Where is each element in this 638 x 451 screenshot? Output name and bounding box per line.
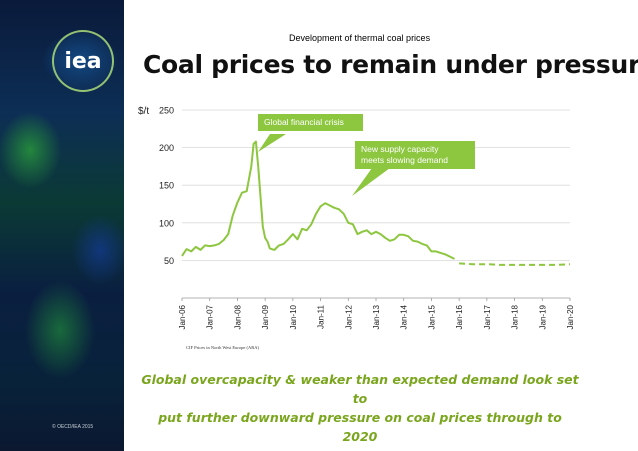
iea-logo: iea bbox=[52, 30, 114, 92]
x-tick-label: Jan-07 bbox=[206, 304, 215, 329]
x-tick-label: Jan-19 bbox=[538, 304, 547, 329]
x-tick-label: Jan-09 bbox=[261, 304, 270, 329]
footer-line: put further downward pressure on coal pr… bbox=[158, 410, 562, 444]
callout-pointer bbox=[258, 134, 286, 152]
x-tick-label: Jan-11 bbox=[317, 304, 326, 328]
x-tick-label: Jan-18 bbox=[511, 304, 520, 329]
y-tick-label: 200 bbox=[159, 143, 174, 153]
sidebar-decoration: iea © OECD/IEA 2015 bbox=[0, 0, 124, 451]
price-series-line bbox=[181, 140, 455, 260]
x-tick-label: Jan-17 bbox=[483, 304, 492, 329]
x-tick-label: Jan-16 bbox=[455, 304, 464, 329]
logo-text: iea bbox=[64, 48, 102, 74]
x-tick-label: Jan-10 bbox=[289, 304, 298, 329]
footer-message: Global overcapacity & weaker than expect… bbox=[140, 370, 580, 446]
chart-subtitle: Development of thermal coal prices bbox=[289, 33, 431, 43]
callout-text-line: New supply capacity bbox=[361, 144, 439, 154]
callout-supply-capacity: New supply capacity meets slowing demand bbox=[355, 141, 475, 169]
y-tick-label: 250 bbox=[159, 106, 174, 116]
y-tick-label: 50 bbox=[164, 256, 174, 266]
forecast-series-line bbox=[459, 262, 571, 266]
callout-pointer bbox=[352, 168, 390, 196]
x-tick-label: Jan-08 bbox=[233, 304, 242, 329]
x-tick-label: Jan-14 bbox=[400, 304, 409, 329]
y-tick-label: 100 bbox=[159, 218, 174, 228]
x-tick-label: Jan-13 bbox=[372, 304, 381, 329]
y-axis-label: $/t bbox=[138, 106, 149, 117]
source-note: CIF Prices in North West Europe (ARA) bbox=[186, 345, 260, 350]
copyright-text: © OECD/IEA 2015 bbox=[52, 424, 94, 430]
x-tick-label: Jan-06 bbox=[178, 304, 187, 329]
callout-text-line: meets slowing demand bbox=[361, 155, 448, 165]
footer-line: Global overcapacity & weaker than expect… bbox=[141, 372, 579, 406]
callout-financial-crisis: Global financial crisis bbox=[258, 114, 363, 131]
callout-text: Global financial crisis bbox=[264, 117, 344, 127]
x-tick-label: Jan-20 bbox=[566, 304, 575, 329]
y-tick-label: 150 bbox=[159, 181, 174, 191]
x-tick-label: Jan-15 bbox=[427, 304, 436, 329]
x-tick-label: Jan-12 bbox=[344, 304, 353, 329]
slide-title: Coal prices to remain under pressure bbox=[143, 50, 638, 79]
